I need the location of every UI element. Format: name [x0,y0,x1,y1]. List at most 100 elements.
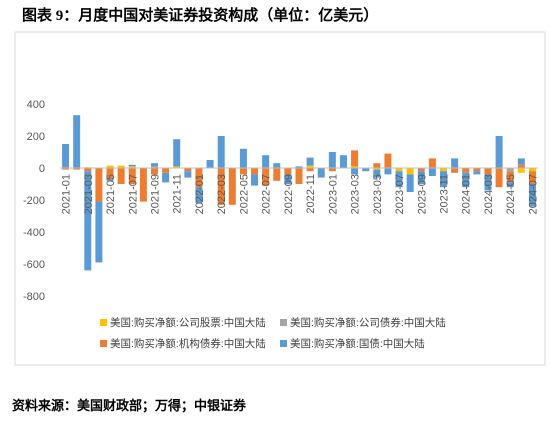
bar-segment [373,163,381,168]
bar-segment [106,179,114,181]
bar-segment [351,166,359,168]
bar-segment [484,168,492,175]
bar-segment [517,164,525,168]
chart-title: 图表 9：月度中国对美证券投资构成（单位：亿美元） [22,6,378,24]
bar-segment [373,169,381,178]
bar-segment [506,182,514,188]
bar-segment [428,158,436,168]
bar-segment [184,171,192,178]
x-tick-label: 2023-03 [350,174,362,214]
bar-segment [451,158,459,168]
bar-segment [406,174,414,192]
bar-segment [106,168,114,180]
y-tick-label: -600 [23,259,45,271]
x-tick-label: 2024-05 [505,174,517,214]
bar-segment [517,158,525,165]
bar-segment [284,168,292,175]
bar-segment [417,171,425,184]
source-note: 资料来源：美国财政部；万得；中银证券 [12,398,247,414]
x-tick-label: 2021-11 [172,174,184,214]
bar-segment [117,165,125,168]
bar-segment [317,168,325,178]
bar-segment [73,115,81,168]
bar-segment [517,168,525,173]
bar-segment [73,168,81,170]
bar-segment [273,163,281,168]
legend-swatch [100,340,107,347]
bar-segment [351,150,359,167]
x-tick-label: 2023-01 [327,174,339,214]
bar-segment [417,168,425,172]
bar-segment [306,165,314,168]
x-tick-label: 2023-11 [439,174,451,214]
bar-segment [506,168,514,172]
bar-segment [228,168,236,205]
bar-segment [495,136,503,168]
bar-segment [95,201,103,263]
y-tick-label: 0 [39,163,45,175]
y-tick-label: -200 [23,195,45,207]
bar-segment [473,171,481,175]
x-tick-label: 2023-05 [372,174,384,214]
bar-segment [528,184,536,207]
y-tick-label: 400 [27,99,45,111]
x-tick-label: 2022-03 [216,174,228,214]
bar-segment [328,152,336,168]
x-tick-label: 2024-07 [527,174,539,214]
bar-segment [62,168,70,170]
x-tick-label: 2021-05 [105,174,117,214]
bar-segment [362,168,370,172]
x-tick-label: 2024-03 [483,174,495,214]
bar-segment [195,168,203,188]
bar-segment [173,139,181,167]
bar-segment [162,168,170,173]
bar-segment [528,168,536,172]
bar-segment [139,168,147,202]
x-tick-label: 2021-03 [83,174,95,214]
x-tick-label: 2022-07 [261,174,273,214]
bar-segment [62,144,70,168]
bar-segment [328,168,336,172]
bar-segment [351,168,359,175]
bar-segment [128,166,136,168]
bar-segment [528,171,536,184]
x-tick-label: 2021-01 [61,174,73,214]
bar-segment [462,172,470,188]
legend-label: 美国:购买净额:公司股票:中国大陆 [110,316,266,329]
legend-swatch [280,319,287,326]
x-tick-label: 2022-11 [305,174,317,214]
bar-segment [506,171,514,183]
bar-segment [339,155,347,168]
x-tick-label: 2021-09 [149,174,161,214]
bar-segment [239,148,247,168]
bar-segment [184,168,192,172]
bar-segment [251,168,259,175]
bar-segment [262,155,270,168]
bar-segment [95,168,103,202]
bar-segment [150,168,158,175]
bar-segment [117,168,125,184]
bar-segment [150,163,158,167]
bar-segment [206,160,214,168]
legend-label: 美国:购买净额:公司债券:中国大陆 [290,316,446,329]
bar-segment [440,168,448,172]
bar-segment [428,168,436,176]
bar-segment [162,172,170,183]
bar-segment [217,136,225,168]
x-tick-label: 2023-09 [416,174,428,214]
x-tick-label: 2022-01 [194,174,206,214]
x-tick-label: 2021-07 [127,174,139,214]
bar-segment [106,165,114,168]
x-tick-label: 2023-07 [394,174,406,214]
bar-segment [84,168,92,172]
bar-segment [306,168,314,172]
legend-label: 美国:购买净额:机构债券:中国大陆 [110,337,266,350]
bar-segment [262,168,270,186]
bar-segment [84,171,92,271]
bar-segment [150,166,158,168]
bar-segment [273,168,281,181]
y-tick-label: -400 [23,227,45,239]
bar-segment [173,166,181,168]
x-tick-label: 2024-01 [461,174,473,214]
